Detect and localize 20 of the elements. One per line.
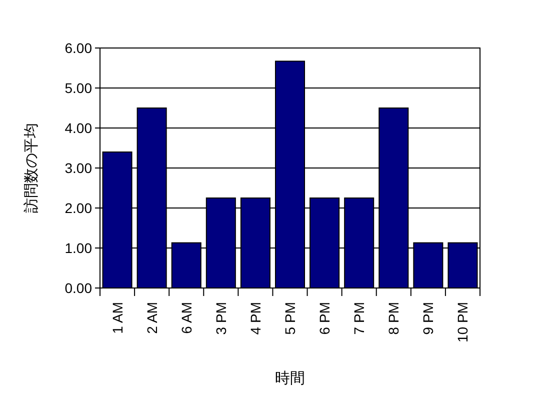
y-tick-label: 5.00 [64, 80, 92, 96]
x-tick-label: 9 PM [420, 302, 436, 335]
x-tick-label: 8 PM [386, 302, 402, 335]
y-tick-label: 6.00 [64, 40, 92, 56]
x-tick-label: 3 PM [212, 302, 229, 335]
x-tick-label: 10 PM [454, 302, 471, 342]
y-tick-label: 0.00 [64, 280, 92, 296]
y-axis-title: 訪問数の平均 [23, 123, 40, 213]
y-tick-label: 4.00 [64, 120, 92, 136]
x-axis-title: 時間 [275, 370, 305, 387]
y-tick-label: 2.00 [64, 200, 92, 216]
y-tick-label: 3.00 [64, 160, 92, 176]
x-tick-label: 6 AM [178, 302, 194, 334]
x-tick-label: 4 PM [247, 302, 264, 335]
x-tick-label: 2 AM [144, 302, 160, 334]
y-tick-label: 1.00 [64, 240, 92, 256]
x-tick-label: 5 PM [282, 302, 298, 335]
x-tick-label: 6 PM [316, 302, 333, 335]
x-tick-label: 7 PM [351, 302, 368, 335]
x-tick-label: 1 AM [109, 302, 126, 334]
